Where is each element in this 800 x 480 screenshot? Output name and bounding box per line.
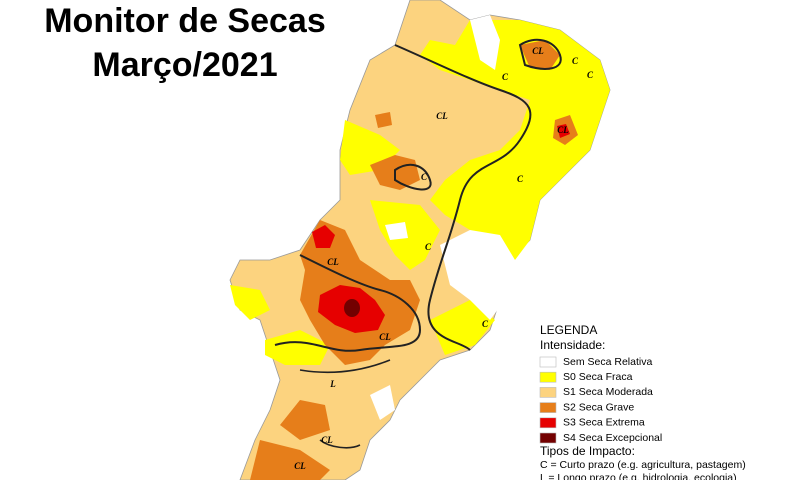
map-label: C: [517, 174, 524, 184]
region-none: [370, 385, 395, 420]
region-s0: [265, 330, 330, 365]
map-label: C: [421, 172, 428, 182]
map-label: C: [572, 56, 579, 66]
title-line-2: Março/2021: [92, 46, 277, 84]
region-s2: [250, 440, 330, 480]
legend-subtitle: Intensidade:: [540, 338, 605, 352]
impact-title: Tipos de Impacto:: [540, 444, 635, 458]
impact-boundary: [274, 254, 422, 352]
impact-boundary: [394, 44, 532, 351]
legend-swatch: [539, 356, 557, 368]
map-label: C: [425, 242, 432, 252]
legend-label: S2 Seca Grave: [563, 401, 634, 413]
map-label: CL: [532, 46, 544, 56]
legend-swatch: [539, 387, 557, 398]
map-label: C: [502, 72, 509, 82]
map-label: C: [482, 319, 489, 329]
region-s3: [312, 225, 335, 248]
region-s0: [420, 20, 610, 260]
legend: LEGENDA Intensidade: Tipos de Impacto: S…: [539, 323, 746, 480]
map-label: L: [329, 379, 336, 389]
legend-label: S1 Seca Moderada: [563, 386, 653, 398]
map-label: CL: [557, 125, 569, 135]
legend-label: S0 Seca Fraca: [563, 371, 633, 383]
impact-boundary: [394, 163, 432, 191]
legend-label: Sem Seca Relativa: [563, 356, 652, 368]
region-s2: [520, 40, 560, 70]
legend-title: LEGENDA: [540, 323, 597, 337]
map-label: CL: [327, 257, 339, 267]
impact-boundary: [299, 359, 391, 449]
impact-label: C = Curto prazo (e.g. agricultura, pasta…: [540, 459, 746, 471]
region-s0: [230, 285, 270, 320]
legend-label: S3 Seca Extrema: [563, 417, 645, 429]
region-none: [440, 230, 515, 320]
map-label: CL: [436, 111, 448, 121]
map-label: CL: [379, 332, 391, 342]
title-line-1: Monitor de Secas: [44, 2, 326, 40]
legend-swatch: [539, 432, 557, 444]
map-label: C: [587, 70, 594, 80]
region-none: [470, 15, 500, 70]
impact-label: L = Longo prazo (e.g. hidrologia, ecolog…: [540, 472, 737, 480]
legend-swatch: [539, 402, 557, 413]
region-none: [385, 222, 408, 240]
region-s4: [344, 299, 360, 317]
map-label: CL: [294, 461, 306, 471]
impact-boundary: [518, 38, 562, 70]
legend-label: S4 Seca Excepcional: [563, 432, 662, 444]
region-s0: [430, 300, 495, 355]
map-label: CL: [321, 435, 333, 445]
legend-swatch: [539, 417, 557, 429]
legend-swatch: [539, 371, 557, 383]
region-s2: [280, 400, 330, 440]
map: [229, 0, 611, 480]
region-s2: [375, 112, 392, 128]
region-s3: [557, 124, 570, 138]
